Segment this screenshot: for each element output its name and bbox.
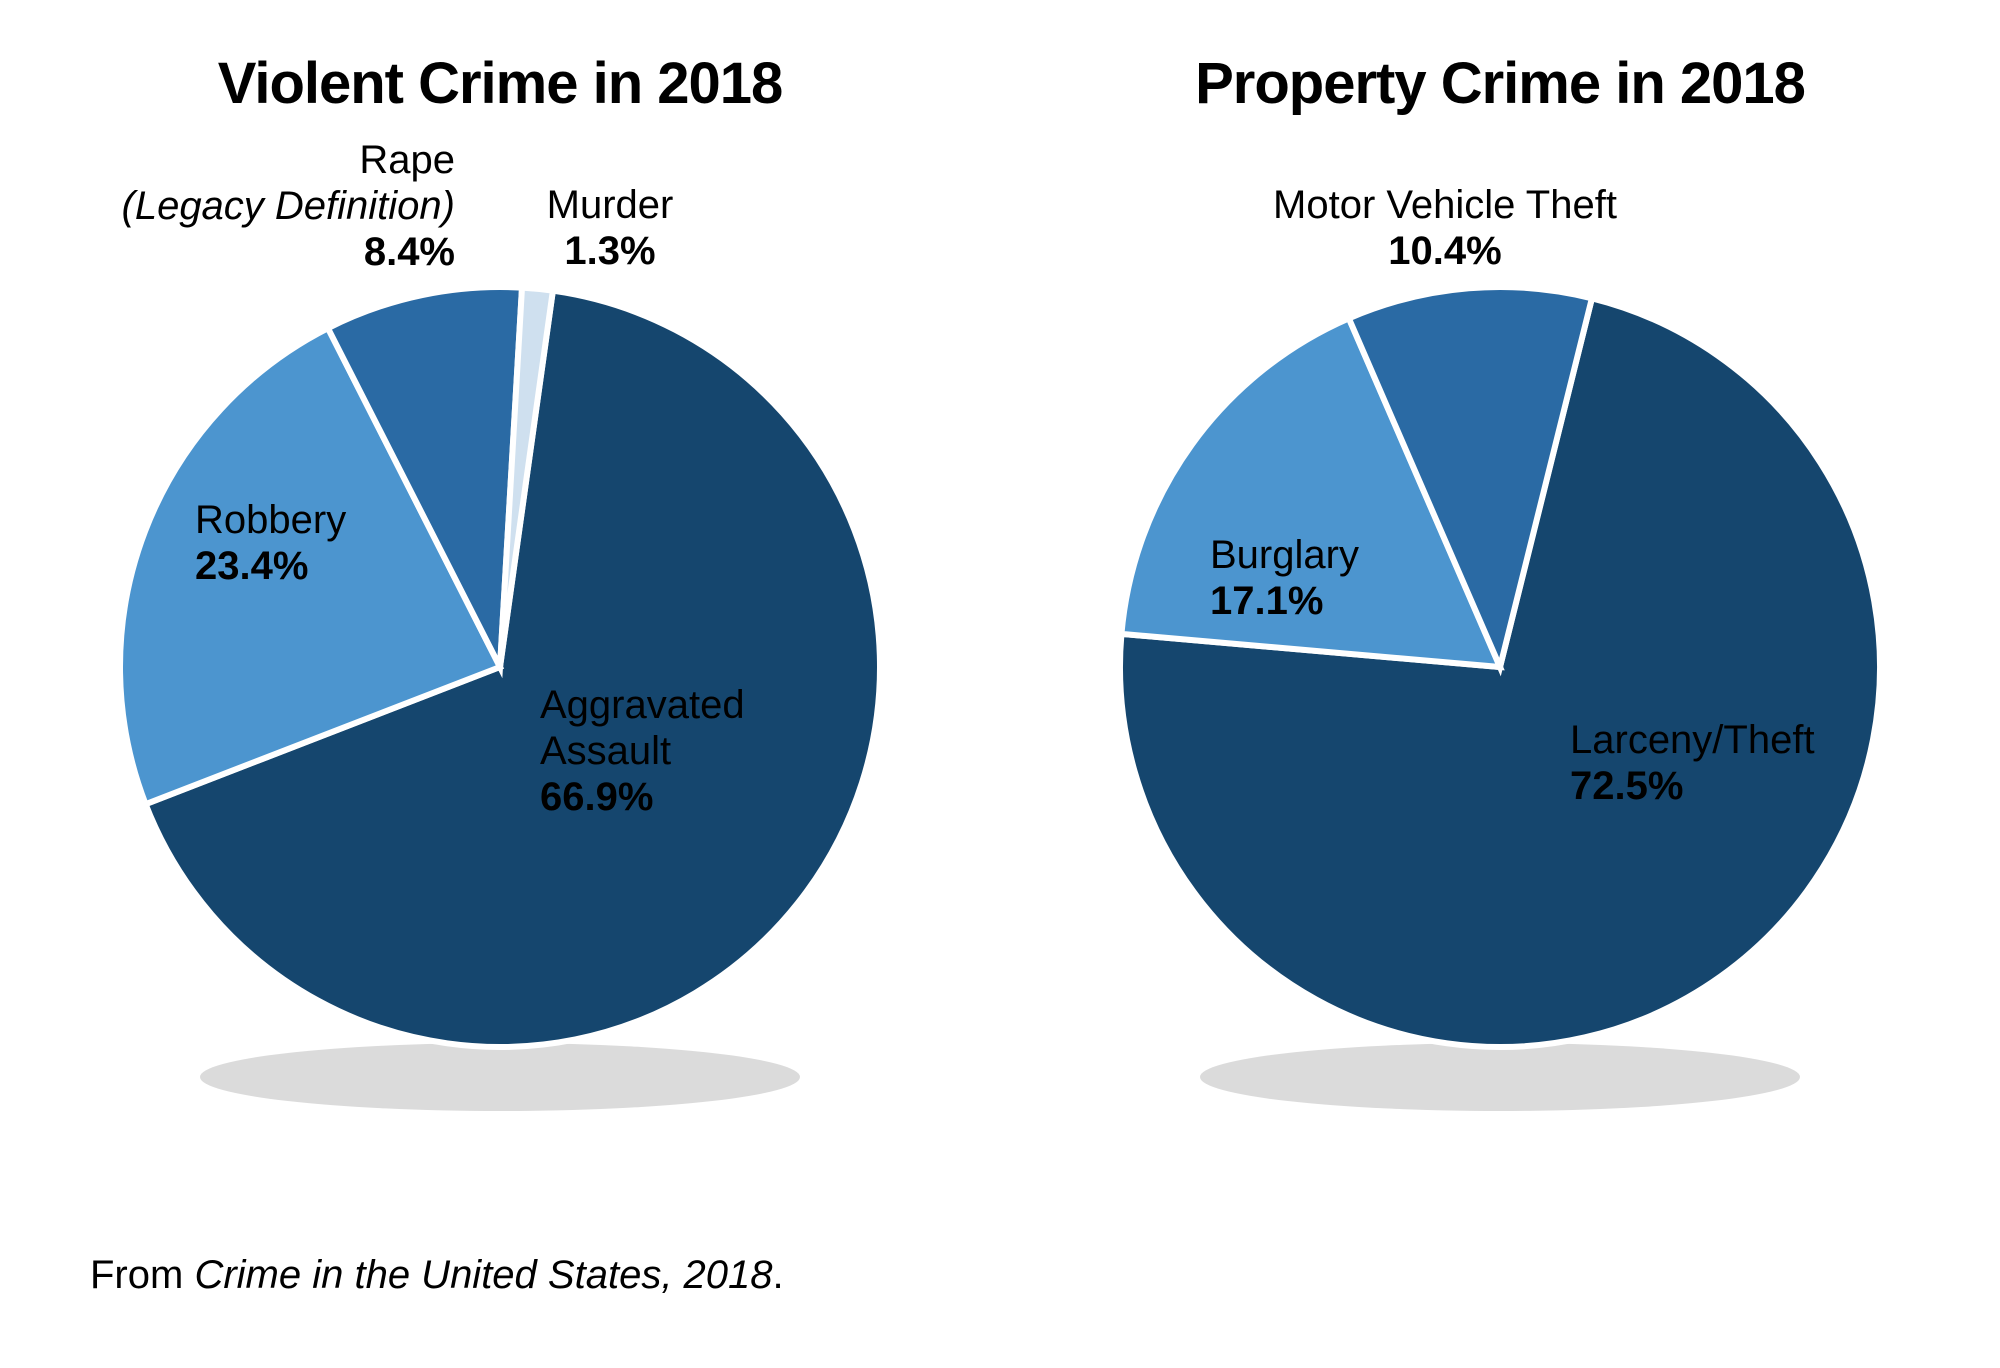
violent-crime-panel: Violent Crime in 2018 Aggravated Assault…: [40, 20, 960, 1127]
label-rape: Rape (Legacy Definition) 8.4%: [85, 137, 455, 275]
page: Violent Crime in 2018 Aggravated Assault…: [0, 0, 2000, 1368]
label-larceny: Larceny/Theft 72.5%: [1570, 717, 1815, 809]
source-footer: From Crime in the United States, 2018.: [90, 1253, 784, 1298]
label-murder: Murder 1.3%: [510, 182, 710, 274]
pie-wrap-right: Larceny/Theft 72.5% Burglary 17.1% Motor…: [1040, 127, 1960, 1127]
label-mvt: Motor Vehicle Theft 10.4%: [1235, 182, 1655, 274]
label-aggravated-assault: Aggravated Assault 66.9%: [540, 682, 745, 820]
pie-wrap-left: Aggravated Assault 66.9% Robbery 23.4% R…: [40, 127, 960, 1127]
label-burglary: Burglary 17.1%: [1210, 532, 1359, 624]
chart-title-left: Violent Crime in 2018: [40, 50, 960, 117]
pie-chart-right: [1040, 127, 1960, 1127]
label-robbery: Robbery 23.4%: [195, 497, 346, 589]
pie-chart-left: [40, 127, 960, 1127]
property-crime-panel: Property Crime in 2018 Larceny/Theft 72.…: [1040, 20, 1960, 1127]
charts-row: Violent Crime in 2018 Aggravated Assault…: [0, 0, 2000, 1127]
chart-title-right: Property Crime in 2018: [1040, 50, 1960, 117]
